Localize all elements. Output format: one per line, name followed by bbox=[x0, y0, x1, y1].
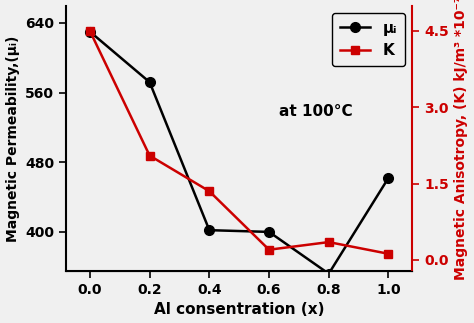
Y-axis label: Magnetic Anisotropy, (K) kJ/m³ *10⁻⁷: Magnetic Anisotropy, (K) kJ/m³ *10⁻⁷ bbox=[455, 0, 468, 280]
μᵢ bbox=[326, 272, 332, 276]
μᵢ bbox=[87, 30, 93, 34]
X-axis label: Al consentration (x): Al consentration (x) bbox=[154, 302, 324, 318]
Line: K: K bbox=[86, 27, 392, 258]
K bbox=[386, 252, 392, 256]
Text: at 100°C: at 100°C bbox=[279, 104, 352, 119]
μᵢ bbox=[207, 228, 212, 232]
K bbox=[266, 248, 272, 252]
K bbox=[87, 29, 93, 33]
K bbox=[147, 154, 153, 158]
μᵢ bbox=[147, 80, 153, 84]
Line: μᵢ: μᵢ bbox=[85, 27, 393, 278]
K bbox=[207, 189, 212, 193]
μᵢ bbox=[266, 230, 272, 234]
Legend: μᵢ, K: μᵢ, K bbox=[332, 13, 405, 66]
μᵢ bbox=[386, 176, 392, 180]
K bbox=[326, 240, 332, 244]
Y-axis label: Magnetic Permeability,(μᵢ): Magnetic Permeability,(μᵢ) bbox=[6, 35, 19, 242]
